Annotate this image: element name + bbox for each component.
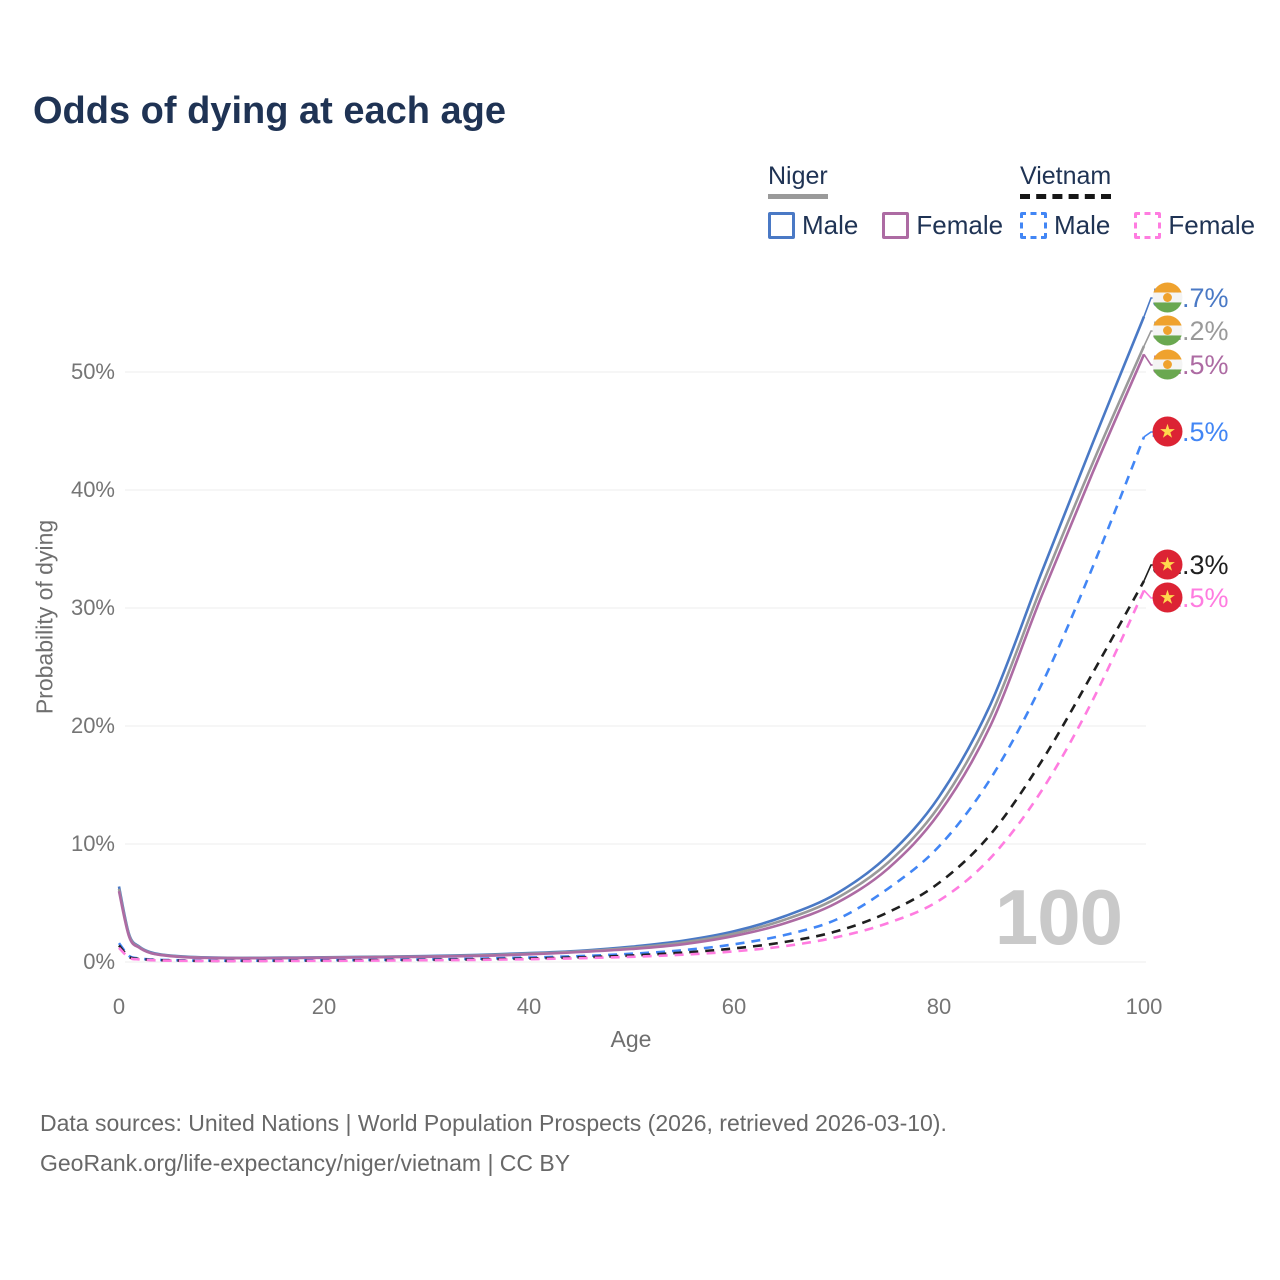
end-label-niger-both-sexes: 52.2% bbox=[1152, 315, 1229, 347]
y-tick-label: 40% bbox=[70, 477, 115, 502]
legend-country-vietnam: Vietnam bbox=[1020, 162, 1112, 199]
series-line-vietnam-male bbox=[117, 436, 1146, 963]
vietnam-flag-icon bbox=[1152, 582, 1183, 613]
legend-group-niger: Niger Male Female bbox=[768, 162, 1003, 241]
footer-attribution-line: GeoRank.org/life-expectancy/niger/vietna… bbox=[40, 1150, 571, 1176]
niger-flag-icon bbox=[1152, 282, 1183, 313]
niger-male-swatch-icon bbox=[768, 212, 795, 239]
end-label-vietnam-male: 44.5% bbox=[1152, 416, 1229, 448]
watermark: 100 bbox=[994, 873, 1123, 961]
niger-flag-icon bbox=[1152, 315, 1183, 346]
vietnam-male-swatch-icon bbox=[1020, 212, 1047, 239]
y-tick-label: 20% bbox=[70, 713, 115, 738]
x-tick-label: 20 bbox=[311, 994, 337, 1019]
page-title: Odds of dying at each age bbox=[33, 90, 506, 132]
legend-item-label: Female bbox=[1168, 210, 1256, 240]
series-line-niger-female bbox=[117, 353, 1146, 960]
vietnam-female-swatch-icon bbox=[1134, 212, 1162, 239]
series-line-niger-both-sexes bbox=[117, 345, 1146, 960]
legend-item-vietnam-female[interactable]: Female bbox=[1134, 210, 1255, 241]
legend-item-label: Female bbox=[916, 210, 1004, 240]
x-tick-label: 40 bbox=[516, 994, 542, 1019]
legend-item-niger-female[interactable]: Female bbox=[882, 210, 1003, 241]
series-line-niger-male bbox=[117, 316, 1146, 960]
end-label-niger-female: 51.5% bbox=[1152, 349, 1229, 381]
x-tick-label: 100 bbox=[1125, 994, 1163, 1019]
x-tick-label: 80 bbox=[926, 994, 952, 1019]
x-tick-label: 60 bbox=[721, 994, 747, 1019]
footer: Data sources: United Nations | World Pop… bbox=[40, 1103, 947, 1183]
vietnam-flag-icon bbox=[1152, 549, 1183, 580]
y-tick-label: 30% bbox=[70, 595, 115, 620]
series-line-vietnam-both-sexes bbox=[118, 580, 1146, 963]
legend-group-vietnam: Vietnam Male Female bbox=[1020, 162, 1255, 241]
legend-item-label: Male bbox=[1054, 210, 1111, 240]
niger-flag-icon bbox=[1152, 349, 1183, 380]
legend-item-label: Male bbox=[802, 210, 859, 240]
x-axis-title: Age bbox=[610, 1026, 652, 1052]
x-tick-label: 0 bbox=[112, 994, 126, 1019]
vietnam-flag-icon bbox=[1152, 416, 1183, 447]
footer-source-line: Data sources: United Nations | World Pop… bbox=[40, 1110, 947, 1136]
end-label-vietnam-both-sexes: 32.3% bbox=[1152, 549, 1229, 581]
series-line-vietnam-female bbox=[118, 589, 1146, 963]
niger-female-swatch-icon bbox=[882, 212, 910, 239]
legend-item-vietnam-male[interactable]: Male bbox=[1020, 210, 1110, 241]
legend-item-niger-male[interactable]: Male bbox=[768, 210, 858, 241]
y-tick-label: 50% bbox=[70, 359, 115, 384]
legend-country-niger: Niger bbox=[768, 162, 828, 199]
y-tick-label: 0% bbox=[83, 949, 115, 974]
y-tick-label: 10% bbox=[70, 831, 115, 856]
end-label-niger-male: 54.7% bbox=[1152, 282, 1229, 314]
end-label-vietnam-female: 31.5% bbox=[1152, 582, 1229, 614]
